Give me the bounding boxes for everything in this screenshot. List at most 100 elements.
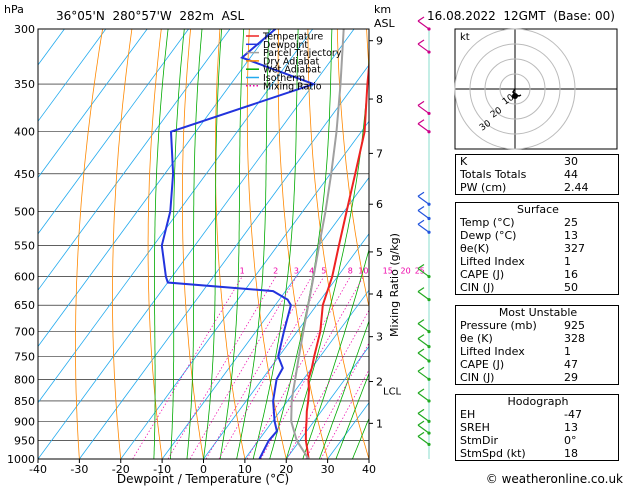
surface-value: 327 (564, 242, 585, 255)
table-row: CAPE (J) 16 (456, 268, 618, 281)
most-unstable-title: Most Unstable (498, 306, 578, 319)
wind-barb-dot (427, 377, 431, 381)
location-title: 36°05'N 280°57'W 282m ASL (56, 9, 244, 23)
surface-value: 16 (564, 268, 578, 281)
copyright-label: © weatheronline.co.uk (486, 472, 623, 486)
wind-barb (417, 268, 430, 278)
legend-label: Isotherm (263, 73, 305, 84)
mixing-ratio-line (167, 276, 277, 459)
mixing-ratio-line (218, 276, 325, 459)
hodo-value: 0° (564, 434, 577, 447)
pressure-tick-label: 900 (14, 415, 35, 428)
mu-value: 29 (564, 371, 578, 384)
wind-barb-dot (427, 230, 431, 234)
surface-label: Lifted Index (460, 255, 525, 268)
pressure-tick-label: 950 (14, 435, 35, 448)
surface-label: CAPE (J) (460, 268, 505, 281)
wet-adiabat (186, 29, 203, 459)
pressure-tick-label: 700 (14, 326, 35, 339)
wind-barb (417, 195, 430, 205)
pressure-tick-label: 650 (14, 299, 35, 312)
most-unstable-table: Most Unstable Pressure (mb) 925 θe (K) 328… (456, 306, 618, 384)
wind-barb-flag (417, 16, 425, 22)
mixing-ratio-axis-label: Mixing Ratio (g/kg) (388, 233, 401, 337)
dry-adiabat (277, 29, 328, 459)
wind-barb-flag (417, 287, 425, 293)
mixing-ratio-line (132, 276, 243, 459)
dry-adiabat (307, 29, 369, 459)
index-value: 30 (564, 155, 578, 168)
surface-value: 1 (564, 255, 571, 268)
surface-label: Temp (°C) (460, 216, 515, 229)
mu-label: Pressure (mb) (460, 319, 537, 332)
x-tick-label: 40 (362, 463, 376, 476)
x-tick-label: -40 (29, 463, 47, 476)
x-tick-label: 10 (238, 463, 252, 476)
mixing-ratio-label: 25 (415, 267, 425, 276)
pressure-tick-label: 550 (14, 239, 35, 252)
indices-panel: K 30 Totals Totals 44 PW (cm) 2.44 (455, 154, 619, 195)
wet-adiabat (153, 29, 169, 459)
wet-adiabat (285, 49, 369, 459)
mixing-ratio-label: 5 (321, 267, 326, 276)
pressure-unit-label: hPa (4, 3, 24, 16)
wind-barb (417, 43, 430, 53)
isotherm-line (285, 345, 369, 459)
table-row: Totals Totals 44 (456, 168, 618, 181)
mixing-ratio-label: 3 (294, 267, 299, 276)
hodograph-ring-3 (469, 43, 561, 135)
wet-adiabat (236, 29, 270, 459)
hodograph-table-panel: Hodograph EH -47 SREH 13 StmDir 0° StmSpd (… (455, 394, 619, 461)
x-tick-label: 30 (321, 463, 335, 476)
pressure-tick-label: 600 (14, 271, 35, 284)
wind-barb (417, 338, 430, 348)
wind-barb (417, 435, 430, 445)
legend-label: Mixing Ratio (263, 81, 322, 92)
table-row: Lifted Index 1 (456, 345, 618, 358)
hodograph: kt 10 20 30 (454, 28, 618, 150)
wind-barb (417, 291, 430, 301)
table-row: CAPE (J) 47 (456, 358, 618, 371)
wind-barb (417, 392, 430, 402)
wind-barb-dot (427, 202, 431, 206)
mixing-ratio-line (205, 276, 313, 459)
height-tick-label: 4 (376, 288, 383, 301)
wind-barb-dot (427, 442, 431, 447)
surface-label: Dewp (°C) (460, 229, 517, 242)
table-row: StmSpd (kt) 18 (456, 447, 618, 460)
wind-barb-flag (417, 366, 425, 372)
pressure-tick-label: 300 (14, 23, 35, 36)
wind-barb (417, 412, 430, 422)
pressure-tick-label: 400 (14, 126, 35, 139)
plot-lines (38, 29, 369, 459)
mixing-ratio-label: 4 (309, 267, 314, 276)
table-row: EH -47 (456, 408, 618, 421)
isotherm-line (203, 233, 369, 459)
index-value: 2.44 (564, 181, 589, 194)
height-tick-label: 9 (376, 35, 383, 48)
wind-barb (417, 104, 430, 114)
wind-barb-dot (427, 27, 431, 31)
table-row: Dewp (°C) 13 (456, 229, 618, 242)
table-row: Temp (°C) 25 (456, 216, 618, 229)
wet-adiabat (203, 29, 222, 459)
pressure-tick-label: 450 (14, 168, 35, 181)
wind-barb-flag (417, 264, 425, 270)
mixing-ratio-label: 1 (240, 267, 245, 276)
table-row: Pressure (mb) 925 (456, 319, 618, 332)
mixing-ratio-line (286, 309, 369, 459)
surface-label: θe(K) (460, 242, 490, 255)
mixing-ratio-label: 20 (401, 267, 411, 276)
mu-value: 47 (564, 358, 578, 371)
mu-value: 925 (564, 319, 585, 332)
surface-value: 13 (564, 229, 578, 242)
wind-barb-dot (427, 345, 431, 349)
table-row: θe(K) 327 (456, 242, 618, 255)
height-tick-label: 5 (376, 246, 383, 259)
pressure-tick-label: 500 (14, 205, 35, 218)
x-tick-label: 20 (279, 463, 293, 476)
wind-barb-flag (417, 334, 425, 340)
dewpoint-line (160, 29, 317, 459)
wind-barb-flag (417, 408, 425, 414)
mixing-ratio-label: 10 (358, 267, 368, 276)
